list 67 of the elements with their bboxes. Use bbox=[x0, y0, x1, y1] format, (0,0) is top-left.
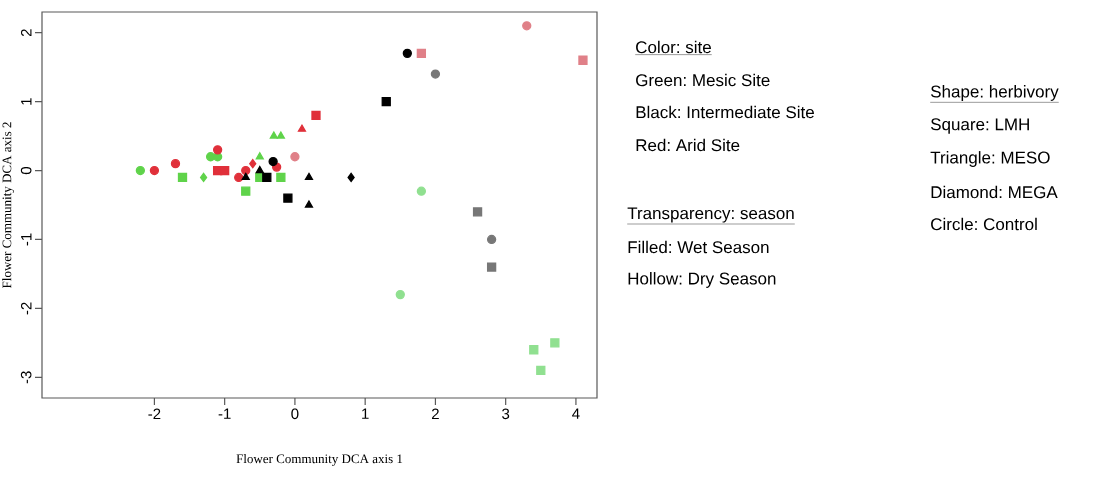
point bbox=[430, 69, 441, 79]
text: Square: LMH bbox=[930, 118, 1029, 134]
x-tick-label: 0 bbox=[291, 408, 299, 420]
point bbox=[381, 96, 391, 107]
text: Black: Intermediate Site bbox=[636, 105, 814, 119]
text: Triangle: MESO bbox=[930, 151, 1050, 167]
x-axis-title: Flower Community DCA axis 1 bbox=[236, 454, 403, 466]
text: Filled: Wet Season bbox=[628, 240, 769, 254]
point bbox=[220, 165, 230, 176]
x-tick-label: -1 bbox=[218, 408, 231, 419]
point bbox=[304, 172, 314, 181]
point bbox=[486, 234, 497, 245]
point bbox=[578, 55, 588, 65]
point bbox=[255, 165, 264, 174]
point bbox=[241, 186, 251, 196]
point bbox=[177, 172, 188, 183]
point bbox=[249, 158, 257, 169]
point bbox=[347, 172, 355, 183]
x-tick-label: 1 bbox=[362, 408, 369, 419]
y-axis-title: Flower Community DCA axis 2 bbox=[2, 122, 14, 289]
x-tick-label: 4 bbox=[572, 408, 580, 419]
point bbox=[297, 124, 307, 132]
y-tick-label: -1 bbox=[21, 233, 32, 246]
point bbox=[486, 262, 497, 272]
x-tick-label: -2 bbox=[148, 408, 161, 420]
y-tick-label: 1 bbox=[21, 98, 32, 105]
text: Hollow: Dry Season bbox=[628, 272, 776, 288]
point bbox=[311, 110, 321, 121]
text: Green: Mesic Site bbox=[636, 73, 770, 87]
text: Color: site bbox=[636, 40, 711, 54]
point bbox=[395, 289, 405, 300]
point bbox=[149, 165, 160, 176]
point bbox=[212, 145, 223, 155]
point bbox=[416, 186, 427, 196]
point bbox=[276, 172, 286, 183]
point bbox=[550, 338, 560, 348]
point bbox=[241, 172, 250, 181]
point bbox=[234, 172, 244, 183]
point bbox=[283, 193, 293, 203]
y-tick-label: -2 bbox=[20, 302, 32, 315]
point bbox=[241, 165, 251, 176]
point bbox=[268, 156, 278, 167]
text: Diamond: MEGA bbox=[931, 185, 1058, 199]
text: Shape: herbivory bbox=[930, 85, 1059, 101]
point bbox=[402, 48, 412, 58]
point bbox=[304, 200, 314, 208]
point bbox=[416, 48, 427, 58]
point bbox=[472, 207, 483, 217]
point bbox=[536, 365, 546, 376]
point bbox=[522, 21, 532, 31]
point bbox=[255, 152, 264, 160]
text: Circle: Control bbox=[931, 217, 1037, 231]
point bbox=[199, 172, 208, 183]
text: Transparency: season bbox=[627, 207, 794, 223]
point bbox=[262, 172, 272, 183]
text: Red: Arid Site bbox=[636, 138, 740, 152]
x-tick-label: 2 bbox=[432, 408, 439, 420]
point bbox=[529, 345, 539, 355]
point bbox=[170, 158, 181, 169]
point bbox=[269, 131, 278, 139]
point bbox=[290, 152, 300, 162]
y-tick-label: -3 bbox=[20, 371, 32, 384]
x-tick-label: 3 bbox=[502, 408, 510, 420]
point bbox=[135, 165, 146, 176]
point bbox=[276, 131, 285, 139]
y-tick-label: 2 bbox=[20, 29, 32, 37]
y-tick-label: 0 bbox=[20, 166, 32, 175]
